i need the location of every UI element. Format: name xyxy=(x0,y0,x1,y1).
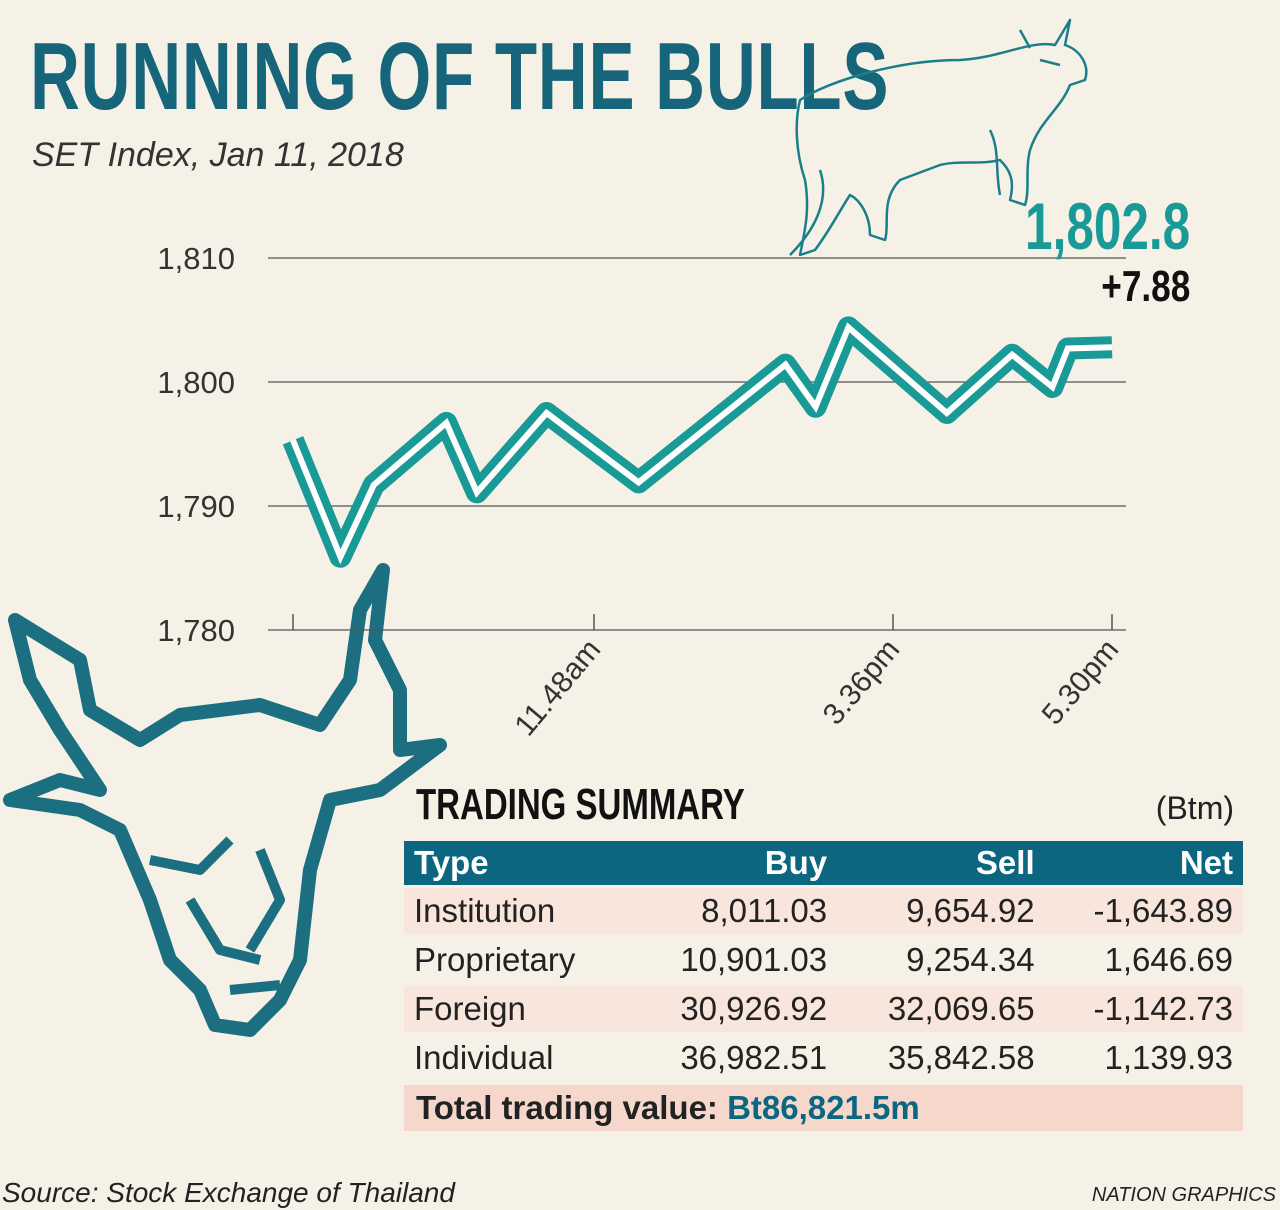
table-row: Foreign 30,926.92 32,069.65 -1,142.73 xyxy=(404,986,1243,1032)
cell-sell: 9,254.34 xyxy=(906,941,1035,978)
y-tick-label: 1,810 xyxy=(157,241,235,276)
summary-title: TRADING SUMMARY xyxy=(416,780,745,829)
total-trading-value: Total trading value: Bt86,821.5m xyxy=(404,1085,1243,1131)
table-row: Individual 36,982.51 35,842.58 1,139.93 xyxy=(404,1035,1243,1081)
x-tick-label: 3.36pm xyxy=(817,633,907,731)
summary-unit: (Btm) xyxy=(1155,790,1234,826)
change-label: +7.88 xyxy=(1100,262,1190,311)
cell-type: Foreign xyxy=(404,986,630,1032)
table-header-row: Type Buy Sell Net xyxy=(404,841,1243,885)
bull-head-illustration xyxy=(3,563,447,1037)
chart-grid: 1,780 1,790 1,800 1,810 xyxy=(157,241,1126,648)
chart-subtitle: SET Index, Jan 11, 2018 xyxy=(32,136,404,174)
last-value-label: 1,802.8 xyxy=(1024,189,1190,263)
y-tick-label: 1,800 xyxy=(157,365,235,400)
cell-sell: 9,654.92 xyxy=(837,888,1045,934)
cell-type: Individual xyxy=(414,1039,554,1076)
credit: NATION GRAPHICS xyxy=(1091,1184,1276,1206)
cell-net: -1,643.89 xyxy=(1044,888,1243,934)
page-title: RUNNING OF THE BULLS xyxy=(30,23,890,130)
total-label: Total trading value: xyxy=(416,1089,718,1126)
table-row: Proprietary 10,901.03 9,254.34 1,646.69 xyxy=(404,937,1243,983)
cell-net: 1,139.93 xyxy=(1104,1039,1233,1076)
x-tick-label: 11.48am xyxy=(508,633,607,742)
cell-net: 1,646.69 xyxy=(1104,941,1233,978)
y-tick-label: 1,790 xyxy=(157,489,235,524)
x-tick-label: 5.30pm xyxy=(1036,633,1126,731)
total-value: Bt86,821.5m xyxy=(727,1089,920,1126)
table-row: Institution 8,011.03 9,654.92 -1,643.89 xyxy=(404,888,1243,934)
column-header: Buy xyxy=(629,841,838,885)
cell-buy: 8,011.03 xyxy=(629,888,838,934)
y-tick-label: 1,780 xyxy=(157,613,235,648)
cell-type: Institution xyxy=(404,888,630,934)
series-set-index xyxy=(282,316,1113,568)
cell-type: Proprietary xyxy=(414,941,576,978)
column-header: Sell xyxy=(837,841,1045,885)
cell-net: -1,142.73 xyxy=(1044,986,1243,1032)
cell-buy: 10,901.03 xyxy=(680,941,828,978)
cell-buy: 36,982.51 xyxy=(680,1039,828,1076)
series-line xyxy=(282,316,1113,568)
trading-summary-table: Type Buy Sell Net Institution 8,011.03 9,6… xyxy=(404,838,1243,1084)
column-header: Type xyxy=(404,841,630,885)
cell-buy: 30,926.92 xyxy=(629,986,838,1032)
series-line-core xyxy=(290,322,1113,565)
standing-bull-illustration xyxy=(789,18,1088,257)
column-header: Net xyxy=(1044,841,1243,885)
x-axis: 11.48am 3.36pm 5.30pm xyxy=(292,614,1126,742)
source-note: Source: Stock Exchange of Thailand xyxy=(2,1177,455,1208)
cell-sell: 32,069.65 xyxy=(837,986,1045,1032)
cell-sell: 35,842.58 xyxy=(887,1039,1035,1076)
